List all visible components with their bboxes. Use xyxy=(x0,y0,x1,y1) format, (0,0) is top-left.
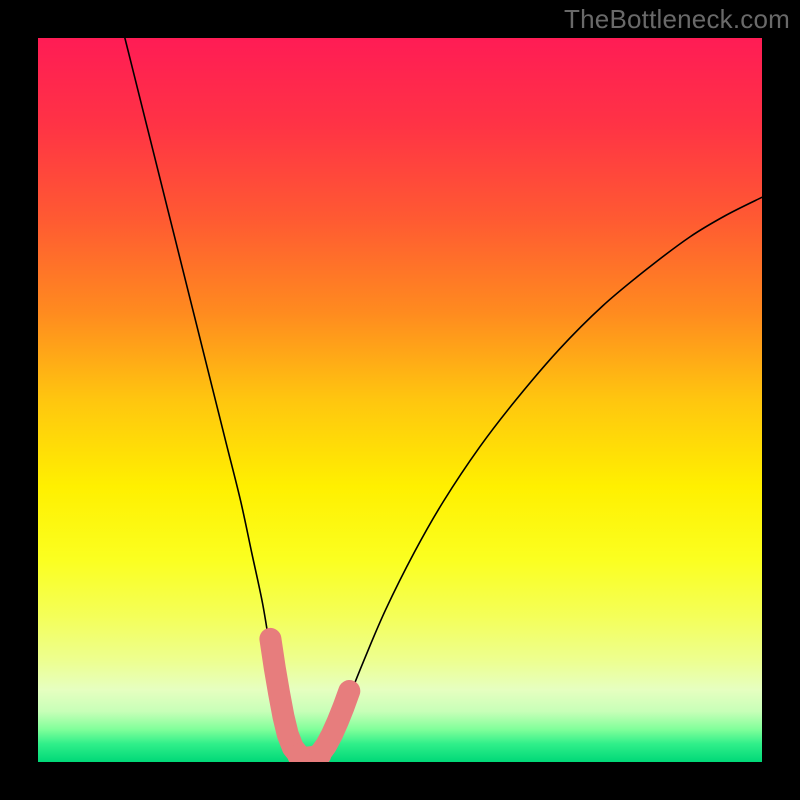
chart-frame: TheBottleneck.com xyxy=(0,0,800,800)
plot-svg xyxy=(38,38,762,762)
gradient-background xyxy=(38,38,762,762)
watermark-text: TheBottleneck.com xyxy=(564,4,790,35)
plot-area xyxy=(38,38,762,762)
